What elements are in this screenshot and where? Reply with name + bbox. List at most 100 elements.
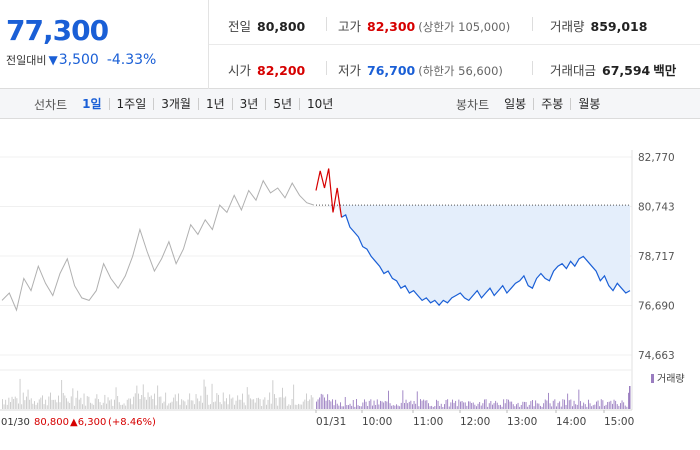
volume-bar: [16, 398, 18, 409]
volume-bar: [328, 400, 330, 409]
volume-bar: [589, 403, 591, 409]
volume-bar: [40, 397, 42, 409]
volume-bar: [259, 399, 261, 409]
volume-bar: [580, 401, 581, 409]
volume-bar: [195, 394, 197, 409]
today-above-reference-line: [315, 168, 343, 218]
volume-bar: [66, 398, 67, 409]
volume-bar: [5, 399, 7, 409]
volume-bar: [586, 406, 588, 409]
tab-10year[interactable]: 10년: [299, 98, 340, 110]
volume-bar: [570, 399, 572, 409]
volume-bar: [254, 402, 256, 409]
volume-bar: [53, 399, 55, 409]
candle-chart-label: 봉차트: [456, 97, 490, 112]
volume-bar: [608, 401, 610, 409]
volume-bar: [131, 404, 133, 409]
volume-bar: [10, 402, 11, 409]
volume-bar: [30, 398, 32, 409]
volume-bar: [335, 399, 337, 409]
volume-bar: [557, 402, 559, 409]
volume-bar: [139, 399, 141, 409]
volume-bar: [256, 398, 258, 409]
prev-day-annotation: 01/30 80,800 ▲6,300 (+8.46%): [1, 417, 156, 428]
volume-bar: [628, 392, 629, 409]
volume-bar: [615, 400, 617, 409]
volume-bar: [22, 392, 24, 409]
below-reference-fill: [316, 205, 630, 306]
volume-bar: [317, 399, 319, 409]
volume-bar: [554, 399, 556, 409]
volume-bar: [304, 399, 306, 409]
tab-weekly-candle[interactable]: 주봉: [533, 98, 570, 110]
volume-bar: [90, 402, 91, 409]
tab-5year[interactable]: 5년: [265, 98, 299, 110]
volume-bar: [14, 396, 16, 409]
volume-bar: [596, 401, 597, 409]
volume-bar: [546, 400, 548, 409]
volume-bar: [319, 397, 321, 409]
volume-bar: [532, 400, 533, 409]
volume-bar: [629, 386, 631, 409]
volume-bar: [597, 400, 599, 409]
volume-bar: [504, 403, 506, 409]
volume-bar: [399, 406, 401, 409]
line-chart-label: 선차트: [34, 97, 68, 112]
intraday-chart[interactable]: 82,770 80,743 78,717 76,690 74,663 01/31 10:0…: [0, 120, 700, 450]
volume-bar: [181, 399, 183, 409]
volume-bar: [522, 401, 524, 409]
stat-prev-close: 전일 80,800: [228, 19, 306, 34]
tab-daily-candle[interactable]: 일봉: [504, 97, 527, 111]
volume-bar: [203, 379, 205, 409]
volume-bar: [540, 405, 541, 409]
volume-bar: [426, 400, 428, 409]
tab-monthly-candle[interactable]: 월봉: [570, 98, 607, 110]
tab-1week[interactable]: 1주일: [108, 98, 154, 110]
volume-bar: [122, 404, 123, 409]
volume-bar: [98, 399, 99, 409]
volume-bar: [420, 399, 421, 409]
volume-bar: [477, 403, 479, 409]
volume-bar: [525, 402, 527, 409]
volume-bar: [474, 404, 476, 409]
volume-bar: [410, 400, 412, 409]
tab-1day[interactable]: 1일: [82, 97, 102, 111]
volume-bar: [213, 402, 215, 409]
volume-bar: [24, 400, 26, 409]
volume-bar: [174, 394, 176, 409]
volume-bar: [605, 404, 607, 409]
volume-bar: [155, 405, 157, 409]
volume-bar: [258, 397, 259, 409]
volume-bar: [322, 394, 324, 409]
volume-bar: [559, 401, 561, 409]
volume-bar: [85, 405, 87, 409]
volume-bar: [600, 399, 602, 409]
volume-bar: [436, 399, 437, 409]
volume-bar: [144, 397, 146, 409]
stat-separator: [326, 17, 327, 31]
volume-bar: [262, 399, 264, 409]
tab-3year[interactable]: 3년: [231, 98, 266, 110]
volume-bar: [96, 394, 98, 409]
volume-bar: [160, 396, 162, 409]
y-axis-ticks: 82,770 80,743 78,717 76,690 74,663: [638, 152, 675, 362]
tab-1year[interactable]: 1년: [197, 98, 232, 110]
volume-bar: [351, 405, 353, 409]
volume-bar: [205, 386, 207, 409]
volume-bar: [192, 400, 194, 409]
volume-bar: [535, 400, 537, 409]
volume-bar: [107, 397, 109, 409]
volume-bar: [126, 399, 128, 409]
volume-bar: [267, 399, 269, 409]
volume-bar: [80, 397, 82, 409]
volume-bar: [166, 405, 168, 409]
tab-3month[interactable]: 3개월: [153, 98, 198, 110]
volume-bar: [327, 394, 329, 409]
volume-bar: [301, 404, 303, 409]
volume-bar: [324, 397, 325, 409]
volume-bar: [591, 406, 593, 409]
volume-bar: [179, 404, 181, 409]
volume-bar: [380, 400, 381, 409]
volume-bar: [568, 400, 570, 409]
volume-bar: [291, 399, 293, 409]
